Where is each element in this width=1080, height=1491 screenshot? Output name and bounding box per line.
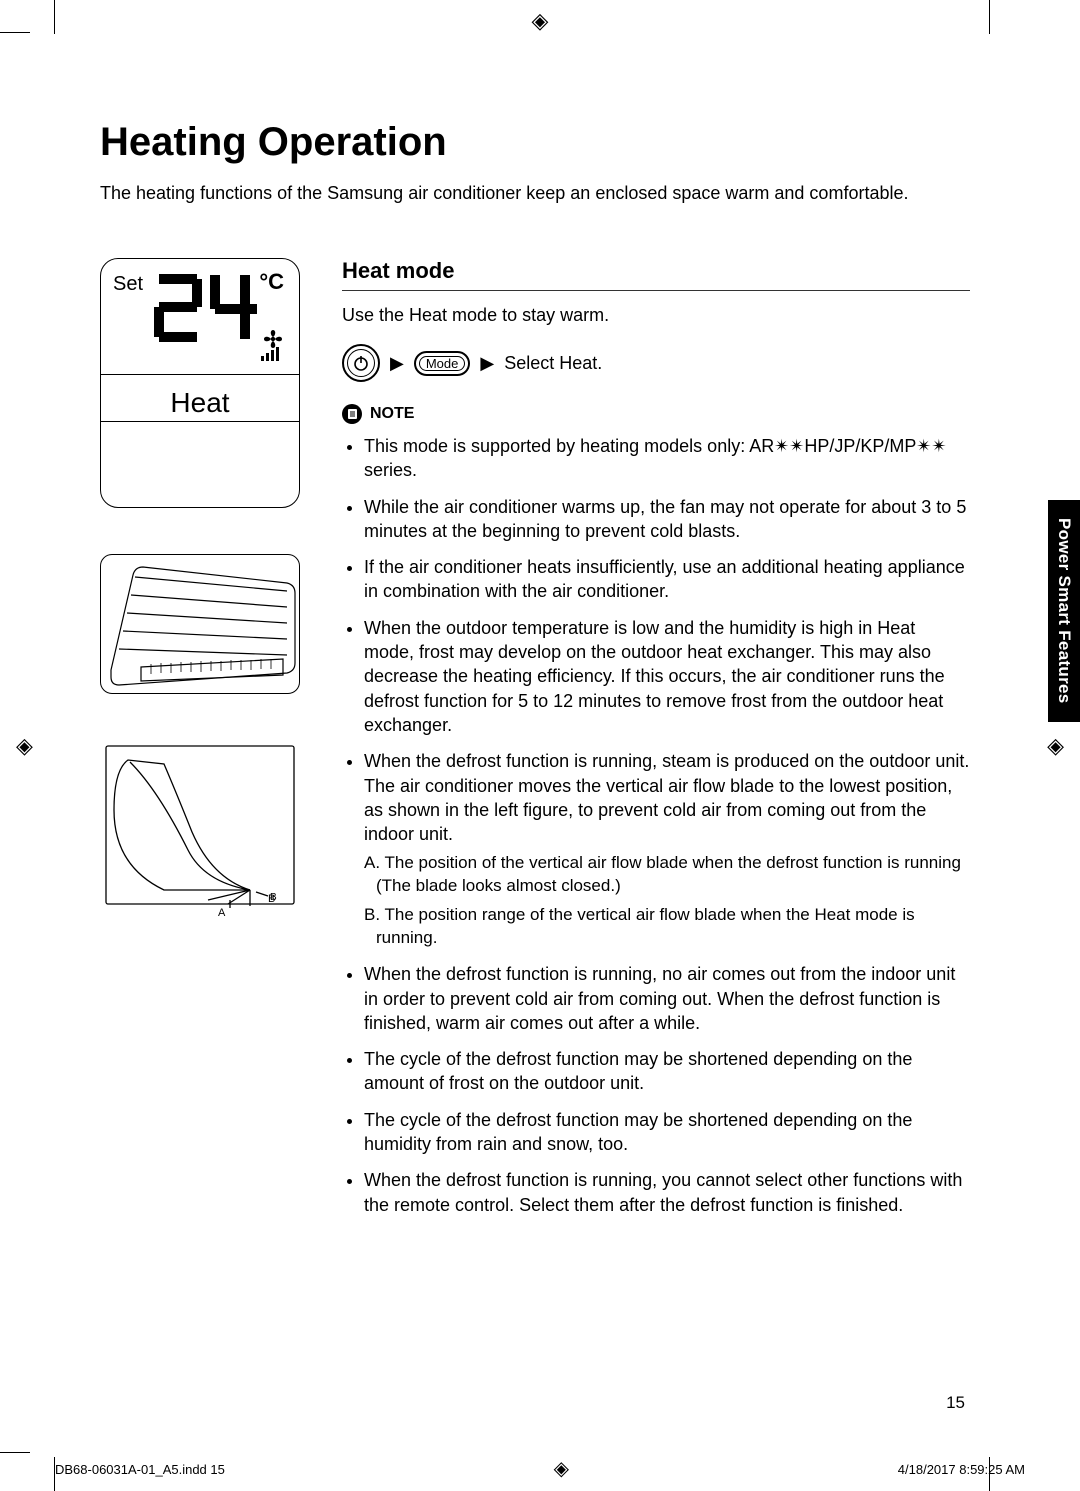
arrow-right-icon: ▶ xyxy=(390,353,404,374)
power-button-icon xyxy=(342,344,380,382)
lead-paragraph: The heating functions of the Samsung air… xyxy=(100,183,970,204)
panel-divider xyxy=(101,374,299,375)
crop-mark xyxy=(0,32,30,33)
crop-mark xyxy=(54,0,55,34)
note-item: The cycle of the defrost function may be… xyxy=(364,1047,970,1096)
page: ◈ ◈ ◈ Power Smart Features Heating Opera… xyxy=(0,0,1080,1491)
two-column-layout: Set °C xyxy=(100,258,970,1229)
registration-mark-icon: ◈ xyxy=(554,1459,569,1479)
temperature-digits-icon xyxy=(149,267,269,347)
registration-mark-icon: ◈ xyxy=(1047,735,1064,757)
mode-name: Heat xyxy=(101,387,299,419)
footer-filename: DB68-06031A-01_A5.indd 15 xyxy=(55,1462,225,1477)
sub-description: Use the Heat mode to stay warm. xyxy=(342,305,970,326)
footer-timestamp: 4/18/2017 8:59:25 AM xyxy=(898,1462,1025,1477)
subnote-item: B. The position range of the vertical ai… xyxy=(364,904,970,950)
sub-heading: Heat mode xyxy=(342,258,970,284)
note-item: The cycle of the defrost function may be… xyxy=(364,1108,970,1157)
print-footer: DB68-06031A-01_A5.indd 15 ◈ 4/18/2017 8:… xyxy=(0,1459,1080,1479)
crop-mark xyxy=(0,1452,30,1453)
temperature-unit: °C xyxy=(259,269,284,295)
diagram-label-a: A xyxy=(218,907,225,919)
subnotes: A. The position of the vertical air flow… xyxy=(364,852,970,950)
page-number: 15 xyxy=(946,1393,965,1413)
crop-mark xyxy=(989,0,990,34)
remote-display-panel: Set °C xyxy=(100,258,300,508)
right-column: Heat mode Use the Heat mode to stay warm… xyxy=(342,258,970,1229)
indoor-unit-side-illustration: A B A B xyxy=(100,740,300,915)
note-item: When the defrost function is running, yo… xyxy=(364,1168,970,1217)
note-heading: NOTE xyxy=(342,404,970,424)
diagram-label-b: B xyxy=(268,893,275,905)
signal-bars-icon xyxy=(261,347,287,364)
note-heading-text: NOTE xyxy=(370,405,414,423)
note-icon xyxy=(342,404,362,424)
note-item: When the defrost function is running, no… xyxy=(364,962,970,1035)
mode-button-label: Mode xyxy=(426,356,459,371)
arrow-right-icon: ▶ xyxy=(480,353,494,374)
registration-mark-icon: ◈ xyxy=(532,10,549,32)
note-item: This mode is supported by heating models… xyxy=(364,434,970,483)
heading-underline xyxy=(342,290,970,291)
left-column: Set °C xyxy=(100,258,310,915)
step-select-text: Select Heat. xyxy=(504,353,602,374)
note-item: When the defrost function is running, st… xyxy=(364,749,970,950)
subnote-item: A. The position of the vertical air flow… xyxy=(364,852,970,898)
notes-list: This mode is supported by heating models… xyxy=(342,434,970,1217)
panel-divider xyxy=(101,421,299,422)
registration-mark-icon: ◈ xyxy=(16,735,33,757)
page-title: Heating Operation xyxy=(100,120,970,165)
content-area: Heating Operation The heating functions … xyxy=(100,120,970,1229)
section-tab: Power Smart Features xyxy=(1048,500,1080,722)
mode-button-icon: Mode xyxy=(414,351,471,376)
note-item: While the air conditioner warms up, the … xyxy=(364,495,970,544)
indoor-unit-front-illustration xyxy=(100,554,300,694)
operation-steps: ▶ Mode ▶ Select Heat. xyxy=(342,344,970,382)
note-item: If the air conditioner heats insufficien… xyxy=(364,555,970,604)
note-item: When the outdoor temperature is low and … xyxy=(364,616,970,737)
